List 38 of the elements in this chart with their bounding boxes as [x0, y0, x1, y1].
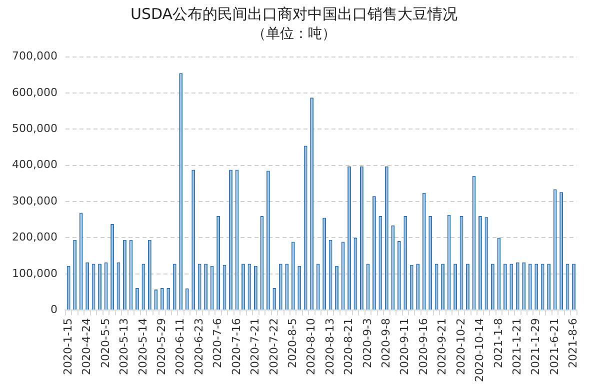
- x-tick-label: 2020-9-21: [436, 318, 449, 376]
- x-tick-label: 2020-8-13: [323, 318, 336, 376]
- chart-title: USDA公布的民间出口商对中国出口销售大豆情况: [130, 4, 458, 23]
- x-tick-label: 2020-7-16: [230, 318, 243, 376]
- x-tick-label: 2020-8-21: [342, 318, 356, 376]
- x-tick-label: 2020-4-24: [80, 318, 94, 376]
- y-tick-label: 400,000: [12, 158, 58, 172]
- x-tick-label: 2021-6-21: [548, 318, 561, 376]
- y-tick-label: 500,000: [12, 122, 58, 136]
- x-tick-label: 2020-5-5: [98, 318, 112, 368]
- y-tick-label: 100,000: [12, 266, 58, 280]
- y-tick-label: 600,000: [12, 86, 58, 99]
- x-tick-label: 2020-9-8: [380, 318, 393, 368]
- x-tick-label: 2020-1-15: [61, 318, 74, 376]
- x-tick-label: 2020-9-11: [398, 318, 412, 376]
- y-tick-label: 200,000: [12, 230, 58, 244]
- y-tick-label: 700,000: [12, 50, 58, 63]
- x-tick-label: 2020-5-13: [118, 318, 131, 376]
- x-tick-label: 2020-6-11: [174, 318, 187, 376]
- x-tick-label: 2021-1-8: [492, 318, 505, 368]
- x-tick-label: 2020-10-2: [454, 318, 468, 376]
- x-tick-label: 2020-7-6: [211, 318, 224, 368]
- x-tick-label: 2020-7-21: [248, 318, 262, 376]
- y-tick-label: 0: [50, 302, 58, 316]
- y-tick-label: 300,000: [12, 194, 58, 208]
- x-tick-label: 2021-8-6: [566, 318, 580, 368]
- x-tick-label: 2020-5-14: [136, 318, 150, 376]
- chart-subtitle: （单位：吨）: [252, 26, 336, 42]
- x-tick-label: 2021-1-29: [529, 318, 542, 376]
- x-tick-label: 2020-8-10: [304, 318, 318, 376]
- x-tick-label: 2020-7-22: [267, 318, 280, 376]
- x-tick-label: 2020-10-14: [473, 318, 486, 382]
- x-tick-label: 2020-5-29: [155, 318, 168, 376]
- x-tick-label: 2020-9-3: [360, 318, 374, 368]
- x-tick-label: 2020-9-16: [416, 318, 430, 376]
- x-tick-label: 2020-6-23: [192, 318, 206, 376]
- x-tick-label: 2021-1-21: [510, 318, 524, 376]
- x-tick-label: 2020-8-5: [286, 318, 299, 368]
